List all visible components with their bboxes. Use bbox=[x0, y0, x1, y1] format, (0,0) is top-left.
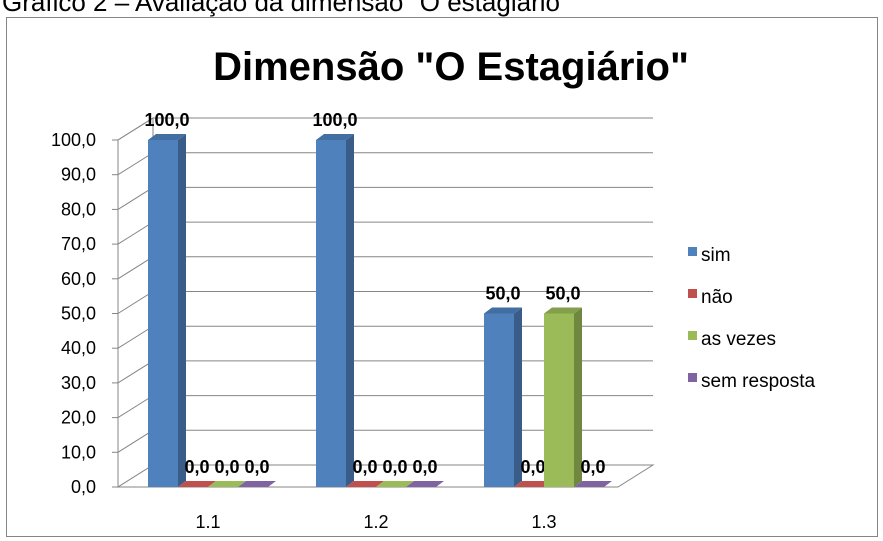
x-tick-label: 1.2 bbox=[363, 512, 388, 532]
data-label: 50,0 bbox=[485, 284, 520, 304]
gridline bbox=[117, 186, 653, 210]
gridline bbox=[117, 152, 653, 176]
bar-front bbox=[544, 313, 574, 487]
bar-top bbox=[148, 134, 186, 140]
bar-front bbox=[316, 140, 346, 487]
y-tick-label: 70,0 bbox=[61, 234, 96, 254]
bar-side bbox=[346, 134, 354, 487]
legend-swatch bbox=[688, 247, 697, 256]
data-label: 0,0 bbox=[184, 457, 209, 477]
bar-zero bbox=[574, 481, 612, 487]
y-tick-label: 20,0 bbox=[61, 408, 96, 428]
data-label: 0,0 bbox=[382, 457, 407, 477]
bar-top bbox=[316, 134, 354, 140]
data-label: 0,0 bbox=[244, 457, 269, 477]
y-tick-label: 100,0 bbox=[51, 130, 96, 150]
legend-label: não bbox=[701, 287, 733, 308]
bar-zero bbox=[376, 481, 414, 487]
legend-label: sim bbox=[701, 245, 731, 266]
gridline bbox=[117, 117, 653, 141]
bar-zero bbox=[406, 481, 444, 487]
data-label: 0,0 bbox=[352, 457, 377, 477]
legend-swatch bbox=[688, 331, 697, 340]
bar-side bbox=[514, 307, 522, 487]
bar-zero bbox=[178, 481, 216, 487]
data-label: 0,0 bbox=[580, 457, 605, 477]
data-label: 100,0 bbox=[312, 110, 357, 130]
bar-side bbox=[178, 134, 186, 487]
gridline bbox=[117, 221, 653, 245]
data-label: 100,0 bbox=[144, 110, 189, 130]
legend-swatch bbox=[688, 289, 697, 298]
y-tick-label: 80,0 bbox=[61, 199, 96, 219]
y-tick-label: 60,0 bbox=[61, 269, 96, 289]
legend-label: as vezes bbox=[701, 329, 776, 350]
y-tick-label: 10,0 bbox=[61, 442, 96, 462]
x-tick-label: 1.3 bbox=[531, 512, 556, 532]
bar-top bbox=[544, 307, 582, 314]
legend-label: sem resposta bbox=[701, 371, 815, 392]
bar-zero bbox=[346, 481, 384, 487]
y-tick-label: 90,0 bbox=[61, 165, 96, 185]
bar-zero bbox=[208, 481, 246, 487]
gridline bbox=[117, 256, 653, 280]
bar-top bbox=[484, 307, 522, 314]
y-tick-label: 30,0 bbox=[61, 373, 96, 393]
bar-zero bbox=[238, 481, 276, 487]
chart-title: Dimensão "O Estagiário" bbox=[213, 45, 689, 89]
figure-caption: Gráfico 2 – Avaliação da dimensão "O est… bbox=[2, 0, 570, 17]
legend-swatch bbox=[688, 373, 697, 382]
bar-zero bbox=[514, 481, 552, 487]
data-label: 50,0 bbox=[545, 284, 580, 304]
y-tick-label: 40,0 bbox=[61, 338, 96, 358]
y-tick-label: 50,0 bbox=[61, 304, 96, 324]
y-tick-label: 0,0 bbox=[71, 477, 96, 497]
data-label: 0,0 bbox=[520, 457, 545, 477]
data-label: 0,0 bbox=[412, 457, 437, 477]
bar-side bbox=[574, 307, 582, 487]
bar-front bbox=[148, 140, 178, 487]
bar-front bbox=[484, 313, 514, 487]
chart-frame bbox=[6, 17, 878, 537]
data-label: 0,0 bbox=[214, 457, 239, 477]
x-tick-label: 1.1 bbox=[195, 512, 220, 532]
